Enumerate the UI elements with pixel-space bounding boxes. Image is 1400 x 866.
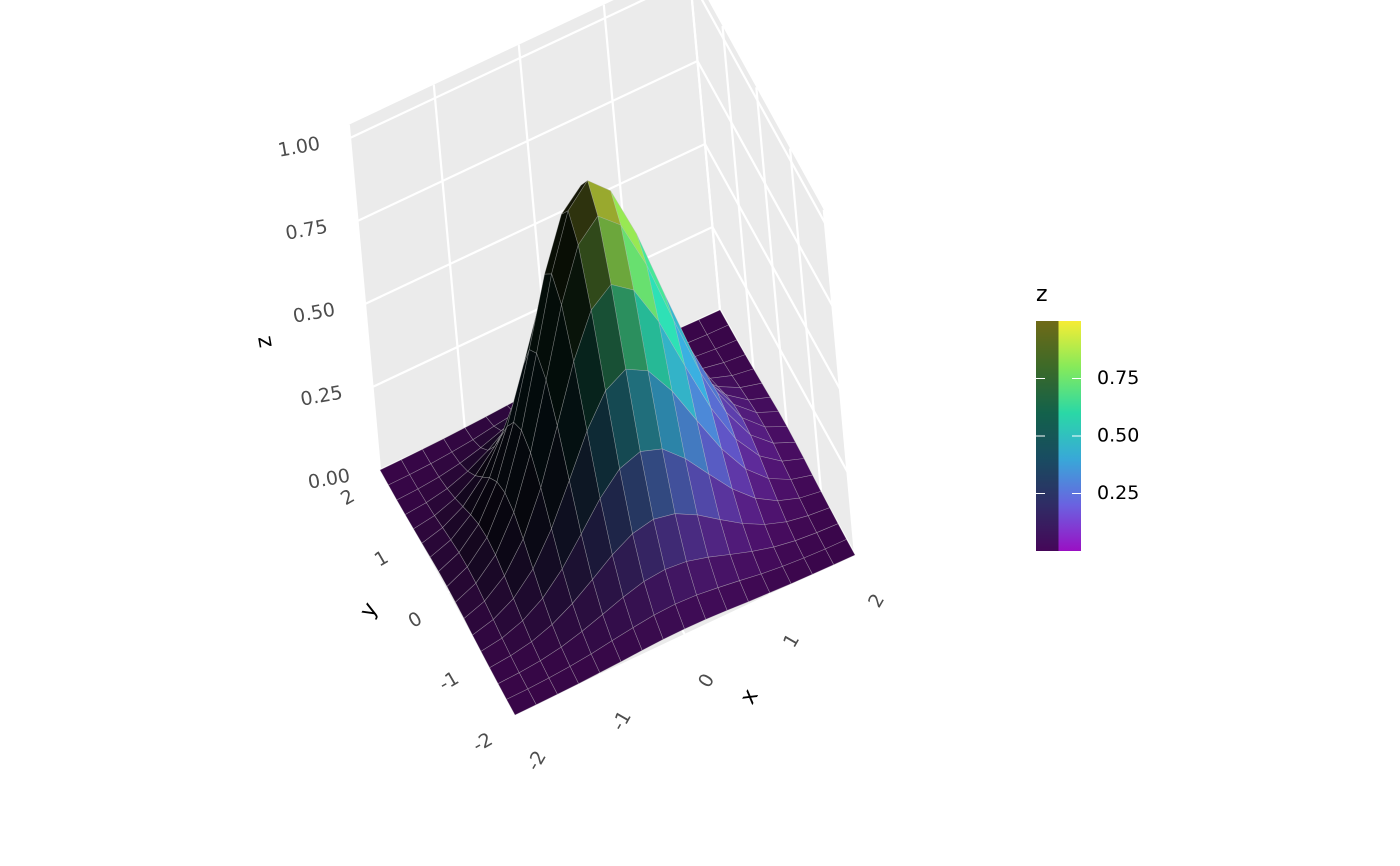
colorbar-tick-label: 0.75: [1097, 367, 1139, 389]
surface-facet: [605, 368, 641, 470]
surface-facet: [790, 474, 822, 499]
surface-facet: [759, 455, 792, 480]
surface-facet: [421, 527, 452, 558]
surface-facet: [729, 551, 762, 582]
surface-facet: [455, 582, 485, 619]
wall-grid-line: [690, 0, 722, 311]
wall-grid-line: [755, 87, 789, 433]
surface-facet: [458, 523, 488, 568]
colorbar-tick-label: 0.25: [1097, 482, 1139, 504]
surface-facet: [521, 352, 547, 454]
surface-facet: [717, 392, 751, 436]
wall-grid-line: [349, 0, 646, 139]
surface-facet: [717, 580, 749, 611]
y-tick-label: -1: [435, 667, 462, 696]
surface-facet: [495, 512, 524, 577]
x-tick-label: -1: [607, 707, 636, 734]
wall-grid-line: [700, 0, 826, 224]
z-axis-title: z: [251, 334, 278, 350]
surface-facet: [639, 448, 676, 520]
surface-facet: [658, 321, 698, 421]
surface-facet: [700, 372, 737, 440]
surface-facet: [388, 474, 419, 501]
surface-facet: [451, 439, 482, 464]
surface-facet: [773, 540, 805, 567]
x-axis-title: x: [735, 685, 763, 709]
y-tick-label: -2: [469, 728, 496, 757]
surface-facet: [561, 533, 593, 604]
surface-facet: [544, 210, 569, 275]
surface-facet: [709, 375, 741, 388]
surface-facet: [417, 476, 448, 503]
surface-facet: [506, 688, 537, 716]
wall-grid-line: [711, 226, 849, 473]
x-tick-label: 1: [779, 630, 804, 651]
x-tick-label: 0: [694, 670, 719, 691]
surface-facet: [745, 468, 778, 502]
surface-facet: [531, 624, 562, 662]
legend-title: z: [1036, 282, 1048, 307]
colorbar-tick-label: 0.50: [1097, 425, 1139, 447]
surface-facet: [647, 370, 686, 459]
surface-facet: [539, 646, 571, 679]
wall-grid-line: [432, 84, 467, 431]
z-tick-label: 0.50: [291, 299, 336, 328]
surface-facet: [536, 273, 562, 381]
surface-facet: [610, 190, 647, 266]
floor-grid-line: [514, 554, 856, 716]
surface-facet: [602, 596, 634, 642]
y-tick-label: 0: [405, 608, 426, 633]
wall-grid-line: [357, 60, 698, 222]
surface-facet: [590, 640, 622, 674]
surface-facet: [530, 379, 558, 489]
surface-facet: [434, 497, 464, 528]
surface-facet: [472, 425, 502, 449]
wall-grid-line: [788, 148, 823, 494]
z-tick-label: 0.75: [284, 216, 329, 245]
surface-facet: [446, 566, 477, 603]
wall-grid-line: [364, 143, 706, 305]
x-tick-label: 2: [864, 590, 889, 611]
wall-grid-line: [347, 124, 382, 471]
wall-grid-line: [822, 209, 857, 556]
surface-facet: [611, 533, 645, 598]
surface-facet: [573, 309, 606, 432]
wall-grid-line: [721, 25, 755, 372]
surface-facet: [632, 614, 664, 651]
z-tick-label: 1.00: [276, 133, 321, 162]
x-tick-label: -2: [522, 747, 551, 774]
wall-grid-line: [696, 60, 834, 307]
wall-grid-line: [704, 143, 841, 390]
y-tick-label: 1: [371, 546, 392, 571]
y-tick-label: 2: [337, 485, 358, 510]
surface-facet: [597, 215, 635, 291]
surface-facet: [506, 349, 530, 427]
surface-facet: [429, 539, 460, 572]
surface-facet: [760, 566, 792, 594]
surface-facet: [486, 492, 515, 556]
z-tick-label: 0.25: [299, 382, 344, 411]
surface-facet: [715, 339, 746, 363]
y-axis-title: y: [355, 598, 383, 622]
surface-facet: [691, 349, 727, 413]
